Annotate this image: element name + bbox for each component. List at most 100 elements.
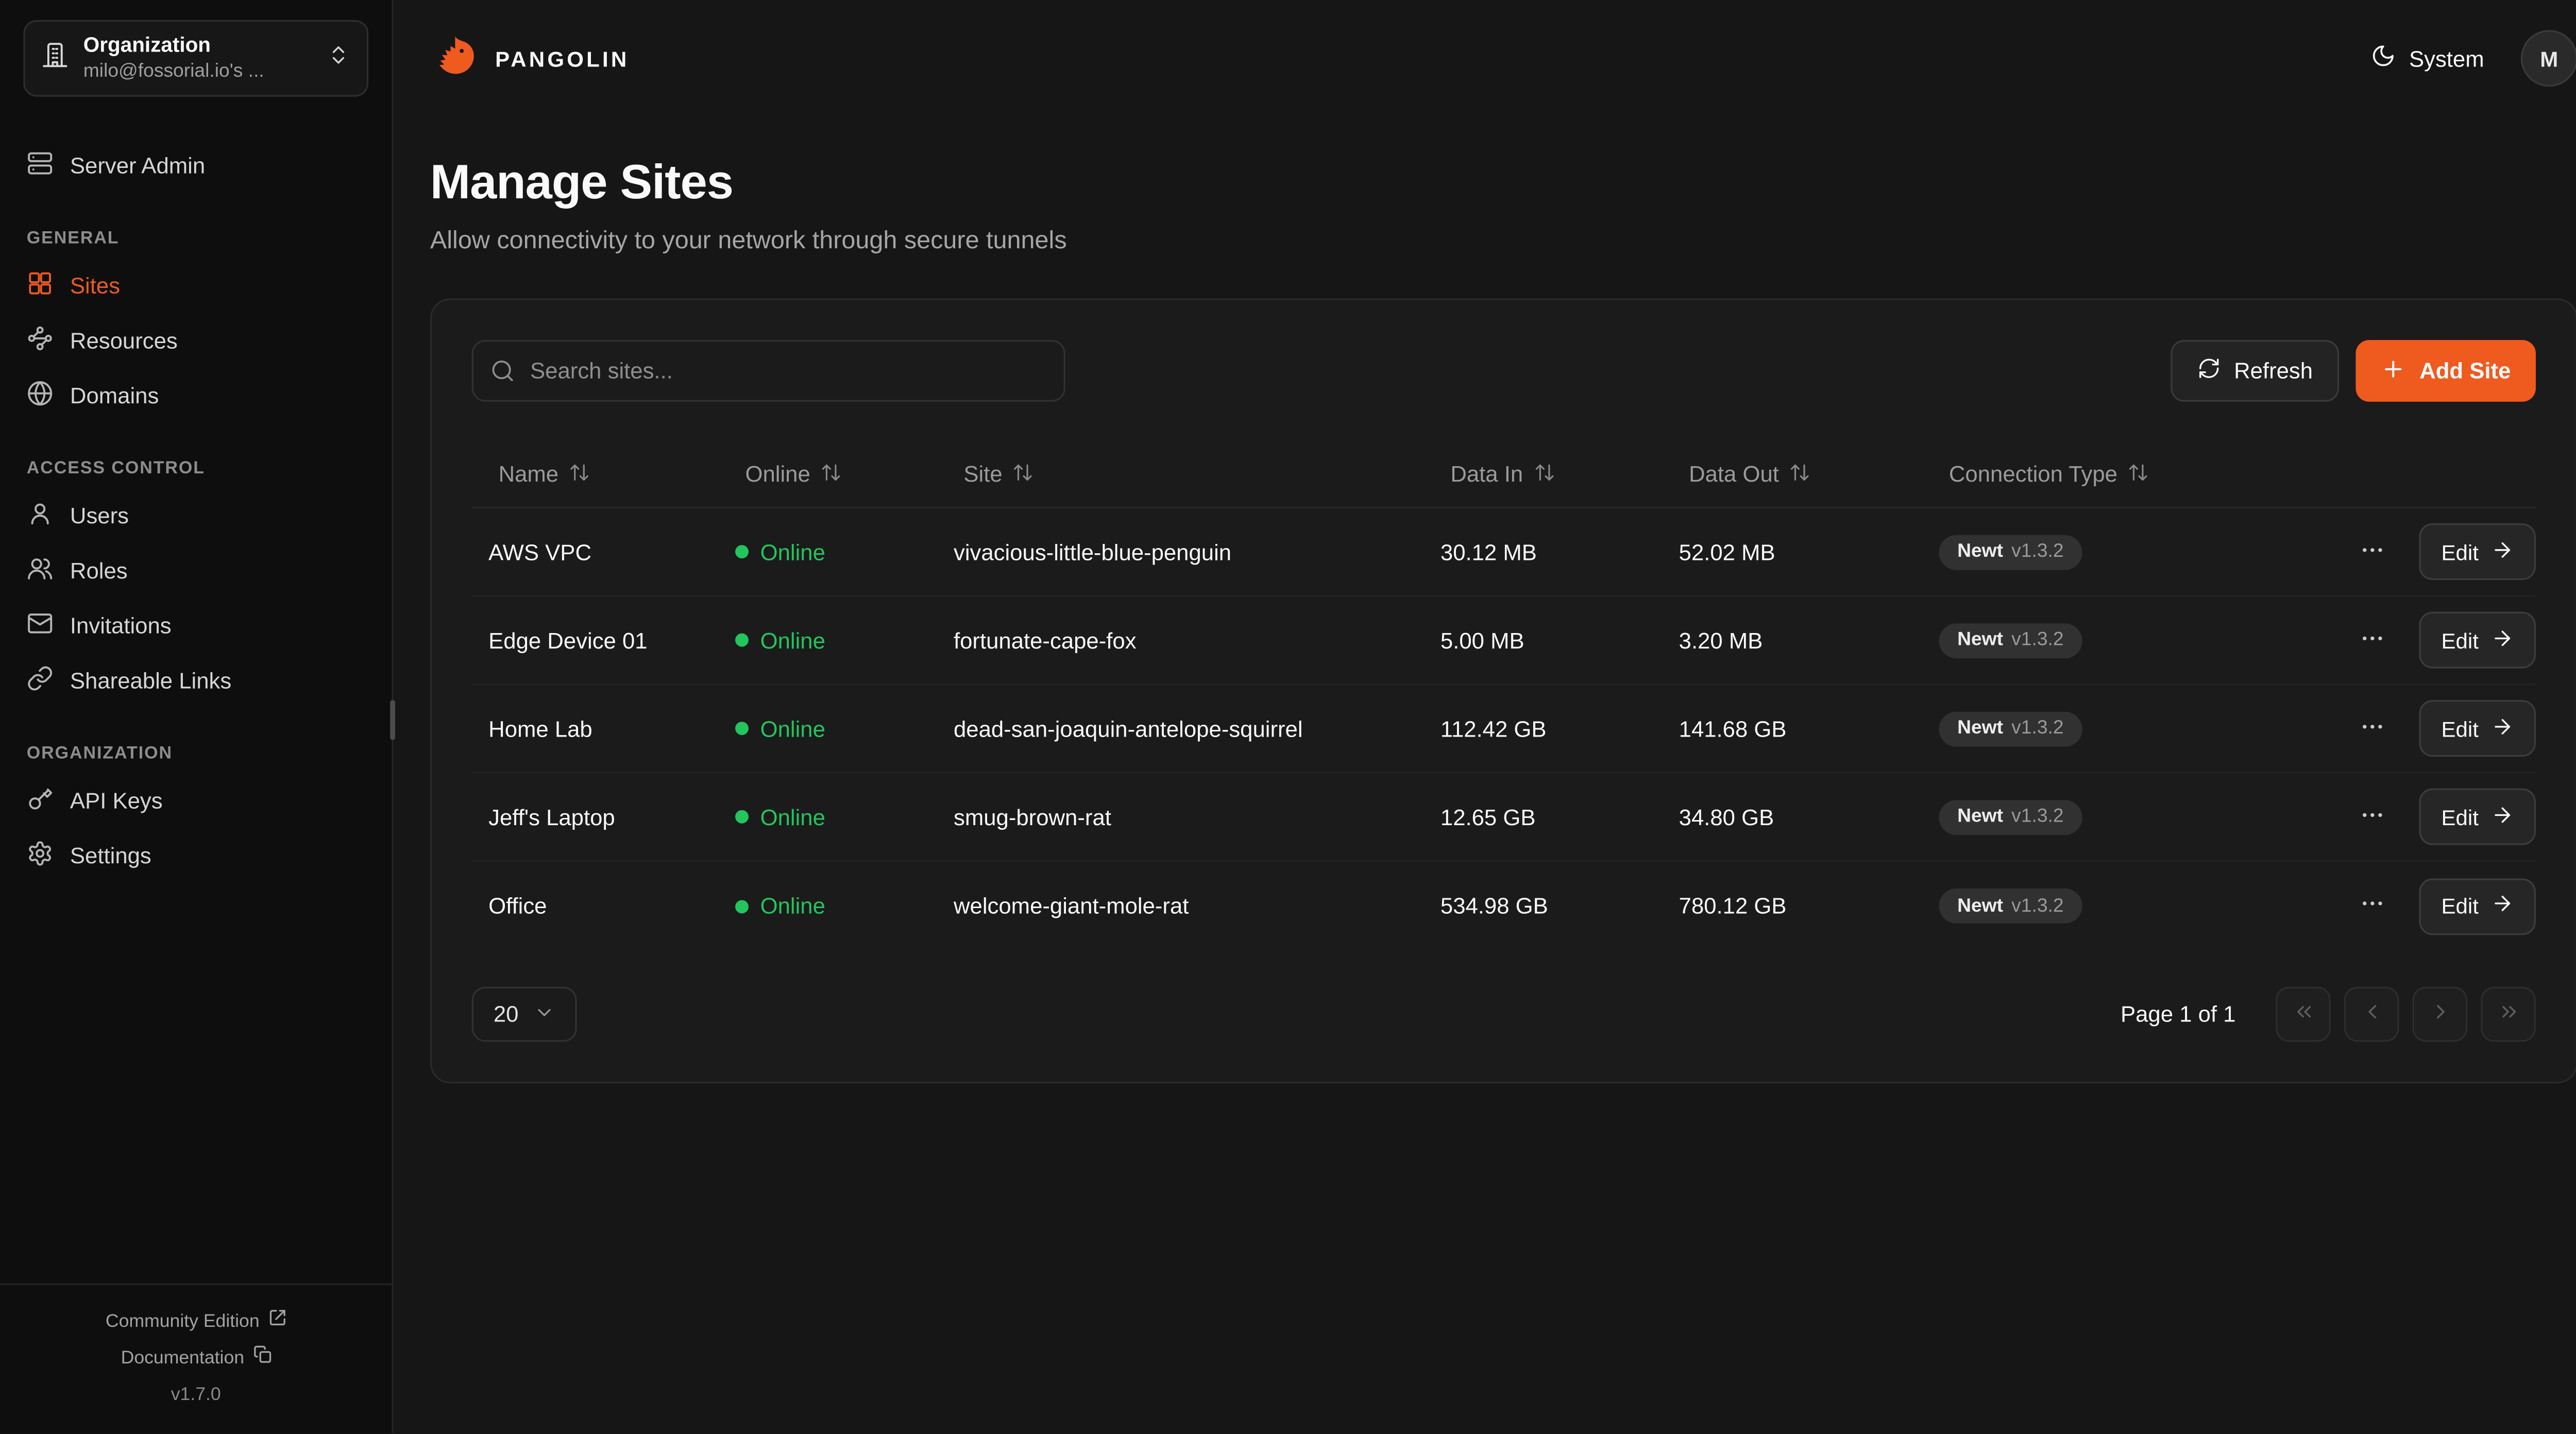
online-dot <box>735 633 749 647</box>
refresh-label: Refresh <box>2234 358 2313 384</box>
online-dot <box>735 899 749 913</box>
column-header-site[interactable]: Site <box>937 461 1424 488</box>
cell-online: Online <box>719 627 937 653</box>
row-actions-button[interactable] <box>2349 882 2396 929</box>
sidebar-item-server-admin[interactable]: Server Admin <box>27 136 365 193</box>
sidebar-item-resources[interactable]: Resources <box>27 313 365 368</box>
last-page-button[interactable] <box>2481 986 2536 1042</box>
page-title: Manage Sites <box>430 157 734 210</box>
sidebar-item-label: Sites <box>70 273 121 299</box>
ellipsis-icon <box>2359 536 2386 567</box>
table-footer: 20 Page 1 of 1 <box>471 986 2536 1042</box>
cell-online: Online <box>719 716 937 741</box>
refresh-icon <box>2197 357 2221 385</box>
cell-data-out: 34.80 GB <box>1679 804 1774 829</box>
table-row: Jeff's Laptop Online smug-brown-rat 12.6… <box>471 774 2536 862</box>
column-label: Data Out <box>1689 462 1779 487</box>
connection-name: Newt <box>1957 541 2004 562</box>
first-page-button[interactable] <box>2276 986 2331 1042</box>
column-label: Connection Type <box>1948 462 2117 487</box>
theme-toggle-button[interactable]: System <box>2371 43 2484 73</box>
documentation-link[interactable]: Documentation <box>10 1340 382 1377</box>
sidebar-item-label: Server Admin <box>70 152 206 178</box>
table-body: AWS VPC Online vivacious-little-blue-pen… <box>471 508 2536 950</box>
org-picker[interactable]: Organization milo@fossorial.io's ... <box>23 20 369 97</box>
arrow-up-down-icon <box>820 461 842 488</box>
arrow-up-down-icon <box>2127 461 2149 488</box>
prev-page-button[interactable] <box>2344 986 2399 1042</box>
sidebar-item-api-keys[interactable]: API Keys <box>27 774 365 829</box>
cell-site: vivacious-little-blue-penguin <box>953 539 1232 565</box>
cell-site: dead-san-joaquin-antelope-squirrel <box>953 715 1303 741</box>
cell-data-in: 112.42 GB <box>1440 715 1547 741</box>
cell-name: Jeff's Laptop <box>488 804 615 829</box>
edit-button[interactable]: Edit <box>2419 877 2536 934</box>
connection-badge: Newt v1.3.2 <box>1939 711 2082 746</box>
row-actions-button[interactable] <box>2349 617 2396 663</box>
book-icon <box>252 1340 271 1377</box>
sidebar-resize-handle[interactable] <box>390 700 395 740</box>
sidebar-item-invitations[interactable]: Invitations <box>27 599 365 654</box>
chevron-left-icon <box>2360 1000 2383 1029</box>
arrow-right-icon <box>2490 714 2514 743</box>
theme-label: System <box>2409 45 2484 71</box>
cell-data-in: 534.98 GB <box>1440 893 1548 919</box>
sidebar-item-domains[interactable]: Domains <box>27 368 365 423</box>
row-actions-button[interactable] <box>2349 793 2396 840</box>
edit-button[interactable]: Edit <box>2419 700 2536 757</box>
refresh-button[interactable]: Refresh <box>2171 340 2340 402</box>
avatar[interactable]: M <box>2520 30 2576 87</box>
cell-connection-type: Newt v1.3.2 <box>1922 622 2342 658</box>
edit-button[interactable]: Edit <box>2419 611 2536 669</box>
sidebar-item-shareable-links[interactable]: Shareable Links <box>27 654 365 709</box>
chevrons-left-icon <box>2292 1000 2315 1029</box>
cell-site: welcome-giant-mole-rat <box>953 893 1189 919</box>
sidebar-item-roles[interactable]: Roles <box>27 543 365 599</box>
sidebar-item-sites[interactable]: Sites <box>27 259 365 314</box>
page-size-select[interactable]: 20 <box>471 986 577 1042</box>
next-page-button[interactable] <box>2412 986 2468 1042</box>
community-edition-link[interactable]: Community Edition <box>10 1304 382 1340</box>
online-dot <box>735 722 749 736</box>
ellipsis-icon <box>2359 890 2386 921</box>
sidebar-item-label: Shareable Links <box>70 668 232 694</box>
section-label-organization: ORGANIZATION <box>26 743 173 764</box>
connection-version: v1.3.2 <box>2011 896 2064 916</box>
column-header-data-out[interactable]: Data Out <box>1662 461 1922 488</box>
row-actions-button[interactable] <box>2349 528 2396 575</box>
community-edition-label: Community Edition <box>105 1311 260 1332</box>
cell-data-out: 780.12 GB <box>1679 893 1787 919</box>
arrow-right-icon <box>2490 892 2514 920</box>
external-link-icon <box>268 1304 286 1340</box>
connection-version: v1.3.2 <box>2011 541 2064 562</box>
users-icon <box>27 555 54 587</box>
column-header-online[interactable]: Online <box>719 461 937 488</box>
arrow-up-down-icon <box>569 461 590 488</box>
online-dot <box>735 545 749 559</box>
column-header-data-in[interactable]: Data In <box>1424 461 1663 488</box>
arrow-right-icon <box>2490 626 2514 654</box>
search-input[interactable] <box>471 340 1065 402</box>
connection-badge: Newt v1.3.2 <box>1939 888 2082 924</box>
top-bar: PANGOLIN System M <box>430 27 2576 90</box>
org-subtitle: milo@fossorial.io's ... <box>83 61 264 81</box>
globe-icon <box>27 380 54 412</box>
edit-button[interactable]: Edit <box>2419 523 2536 581</box>
row-actions-button[interactable] <box>2349 705 2396 752</box>
edit-button[interactable]: Edit <box>2419 788 2536 845</box>
cell-connection-type: Newt v1.3.2 <box>1922 799 2342 834</box>
chevrons-right-icon <box>2497 1000 2520 1029</box>
column-header-name[interactable]: Name <box>472 461 719 488</box>
org-name: Organization <box>83 33 211 57</box>
table-row: Home Lab Online dead-san-joaquin-antelop… <box>471 685 2536 774</box>
column-header-connection-type[interactable]: Connection Type <box>1922 461 2342 488</box>
arrow-up-down-icon <box>1012 461 1034 488</box>
ellipsis-icon <box>2359 712 2386 744</box>
page-info: Page 1 of 1 <box>2120 1001 2236 1027</box>
sidebar-item-settings[interactable]: Settings <box>27 828 365 883</box>
cell-connection-type: Newt v1.3.2 <box>1922 888 2342 924</box>
ellipsis-icon <box>2359 624 2386 656</box>
sidebar-item-users[interactable]: Users <box>27 488 365 543</box>
add-site-button[interactable]: Add Site <box>2356 340 2536 402</box>
chevron-down-icon <box>534 1001 555 1028</box>
